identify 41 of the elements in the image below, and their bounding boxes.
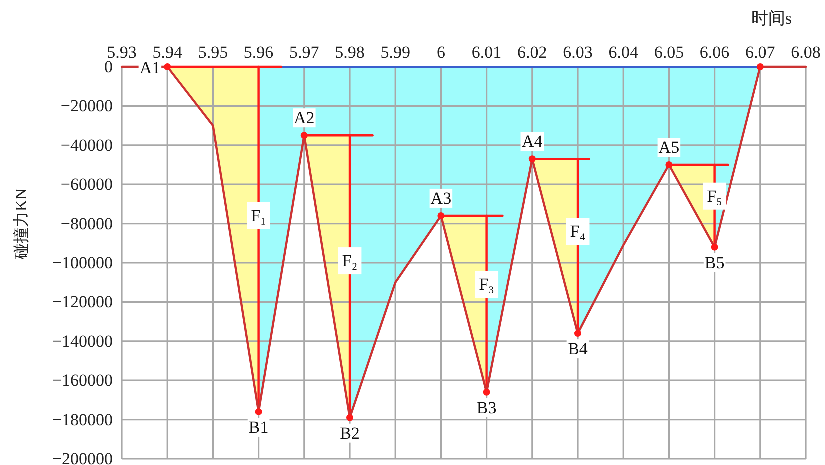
x-axis-title: 时间s [751,9,792,28]
annotation: B3 [476,398,497,418]
annotation: F₄ [570,222,586,242]
annotation: A3 [430,188,452,208]
y-tick-label: −60000 [60,175,113,194]
y-tick-label: −180000 [52,410,113,430]
x-tick-label: 6.08 [791,43,821,62]
x-tick-label: 6.02 [518,43,548,62]
y-tick-label: −80000 [60,214,113,234]
x-tick-label: 5.96 [244,43,274,62]
annotation: B1 [248,418,269,437]
x-tick-label: 6.07 [746,43,776,62]
x-tick-label: 5.95 [198,43,228,62]
y-tick-label: −40000 [60,136,113,155]
annotation: B4 [568,340,588,359]
x-tick-label: 6.01 [472,43,502,62]
x-tick-label: 6.04 [608,43,639,62]
annotation: A4 [522,132,544,152]
annotation: F₂ [342,252,358,271]
x-tick-label: 5.97 [290,43,320,62]
annotation: F₁ [251,206,266,226]
annotation: F₅ [707,186,723,206]
y-tick-label: −20000 [60,96,113,116]
annotation: B2 [340,424,360,443]
x-tick-label: 6.06 [700,43,730,62]
annotation: A2 [294,108,315,128]
y-tick-label: −200000 [52,450,113,465]
y-tick-label: −160000 [52,371,113,390]
y-axis-title: 碰撞力KN [12,188,30,261]
annotation: A5 [658,138,680,157]
y-tick-label: −100000 [52,254,113,272]
x-tick-label: 6.05 [654,43,684,62]
annotation: B5 [704,253,725,272]
x-tick-label: 5.99 [380,43,410,62]
x-tick-label: 6 [436,43,446,62]
y-tick-label: −140000 [52,332,113,351]
y-tick-label: −120000 [52,292,113,312]
annotation: F₃ [479,275,495,294]
x-tick-label: 6.03 [563,43,593,62]
annotation: A1 [140,58,161,78]
x-tick-label: 5.98 [335,43,365,62]
